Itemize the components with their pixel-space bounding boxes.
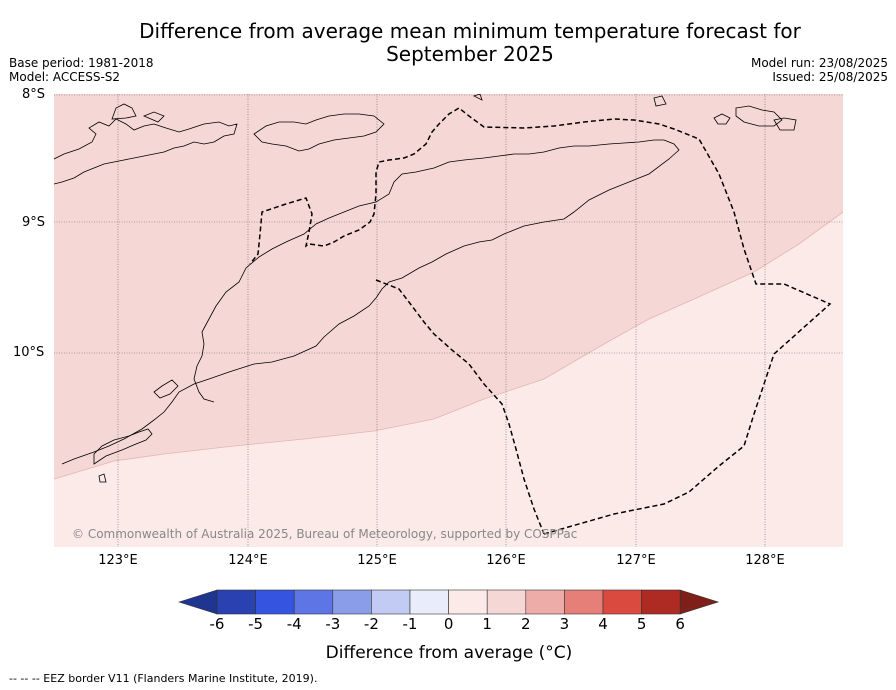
eez-footnote: -- -- -- EEZ border V11 (Flanders Marine… (9, 672, 318, 685)
islands-north-3 (111, 103, 137, 120)
island-small-4 (472, 94, 483, 101)
colorbar-title: Difference from average (°C) (325, 643, 573, 663)
meta-right: Model run: 23/08/2025 Issued: 25/08/2025 (751, 56, 888, 84)
island-small-2 (773, 117, 797, 131)
colorbar-swatch (409, 589, 449, 615)
anomaly-zone-1-2 (54, 94, 843, 479)
lon-label-123e: 123°E (98, 553, 138, 568)
colorbar-tick-label: -5 (248, 615, 264, 633)
timor-south-coast (193, 139, 664, 403)
colorbar-tick-label: -3 (325, 615, 341, 633)
title-line-2: September 2025 (386, 42, 554, 66)
issued-date: Issued: 25/08/2025 (772, 70, 888, 84)
map-title: Difference from average mean minimum tem… (110, 20, 830, 66)
colorbar-swatch (332, 589, 372, 615)
colorbar-swatch (525, 589, 565, 615)
meta-left: Base period: 1981-2018 Model: ACCESS-S2 (9, 56, 154, 84)
colorbar-extend-min (178, 589, 218, 615)
coastlines (54, 94, 797, 483)
colorbar-tick-label: 0 (443, 615, 454, 633)
island-small-1 (713, 113, 731, 125)
island-wetar-east (735, 105, 783, 127)
colorbar-tick-label: 3 (559, 615, 570, 633)
lon-label-128e: 128°E (745, 553, 785, 568)
colorbar (178, 589, 720, 615)
colorbar-swatch (216, 589, 256, 615)
lon-label-124e: 124°E (228, 553, 268, 568)
graticule (54, 94, 843, 547)
island-semau (153, 379, 179, 399)
colorbar-extend-max (679, 589, 720, 615)
island-small-3 (653, 95, 667, 107)
islands-north-1 (54, 118, 238, 185)
colorbar-tick-label: -4 (286, 615, 302, 633)
colorbar-tick-label: -6 (209, 615, 225, 633)
copyright-notice: © Commonwealth of Australia 2025, Bureau… (72, 527, 577, 541)
eez-border (249, 107, 832, 535)
colorbar-swatch (602, 589, 642, 615)
model-run: Model run: 23/08/2025 (750, 56, 888, 70)
colorbar-swatch (564, 589, 604, 615)
island-roti (93, 428, 153, 465)
colorbar-tick-label: -1 (402, 615, 418, 633)
islands-north-2 (253, 113, 385, 152)
zone-boundary (54, 211, 843, 480)
colorbar-tick-label: -2 (363, 615, 379, 633)
lon-label-126e: 126°E (486, 553, 526, 568)
timor-north-coast (61, 139, 680, 465)
colorbar-tick-label: 5 (636, 615, 647, 633)
title-line-1: Difference from average mean minimum tem… (139, 19, 801, 43)
colorbar-swatch (255, 589, 295, 615)
colorbar-tick-label: 2 (521, 615, 531, 633)
colorbar-swatch (448, 589, 488, 615)
model-name: Model: ACCESS-S2 (9, 70, 121, 84)
lon-label-127e: 127°E (616, 553, 656, 568)
lat-label-8s: 8°S (22, 87, 46, 102)
colorbar-swatch (293, 589, 334, 615)
lat-label-10s: 10°S (13, 345, 45, 360)
map-panel[interactable]: © Commonwealth of Australia 2025, Bureau… (54, 94, 843, 547)
colorbar-tick-label: 4 (598, 615, 608, 633)
colorbar-swatch (371, 589, 411, 615)
eez-border-south (375, 279, 545, 535)
lat-label-9s: 9°S (22, 215, 46, 230)
base-period: Base period: 1981-2018 (9, 56, 154, 70)
island-small-5 (98, 473, 107, 483)
lon-label-125e: 125°E (357, 553, 397, 568)
colorbar-tick-label: 6 (675, 615, 685, 633)
colorbar-swatch (641, 589, 681, 615)
eez-border-main (249, 107, 832, 535)
colorbar-tick-label: 1 (482, 615, 492, 633)
island-alor (142, 111, 165, 123)
colorbar-swatch (486, 589, 527, 615)
